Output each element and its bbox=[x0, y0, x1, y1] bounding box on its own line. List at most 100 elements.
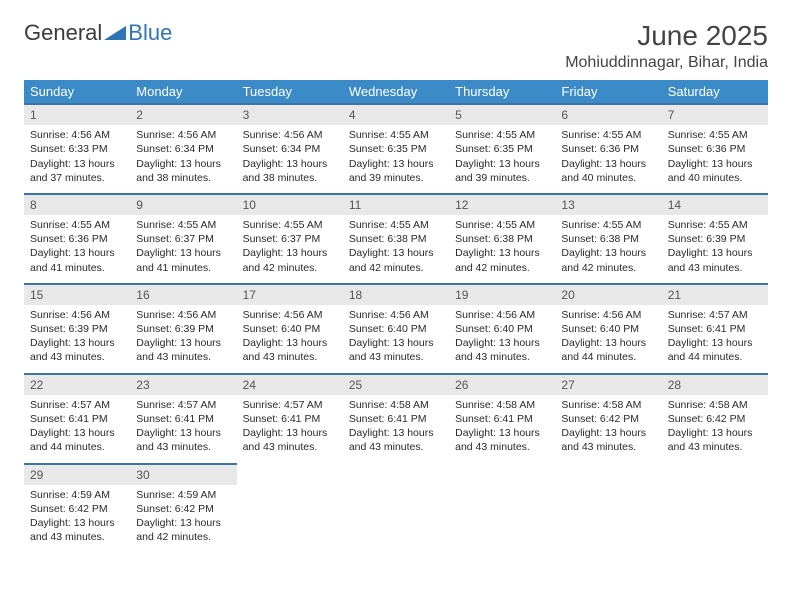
day-number: 23 bbox=[130, 373, 236, 395]
day-number: 9 bbox=[130, 193, 236, 215]
weekday-header-row: Sunday Monday Tuesday Wednesday Thursday… bbox=[24, 80, 768, 103]
calendar-cell: 16Sunrise: 4:56 AMSunset: 6:39 PMDayligh… bbox=[130, 283, 236, 373]
calendar-week-row: 1Sunrise: 4:56 AMSunset: 6:33 PMDaylight… bbox=[24, 103, 768, 193]
day-number: 6 bbox=[555, 103, 661, 125]
day-body: Sunrise: 4:55 AMSunset: 6:36 PMDaylight:… bbox=[555, 125, 661, 193]
day-number: 24 bbox=[237, 373, 343, 395]
day-body: Sunrise: 4:56 AMSunset: 6:34 PMDaylight:… bbox=[237, 125, 343, 193]
calendar-week-row: 29Sunrise: 4:59 AMSunset: 6:42 PMDayligh… bbox=[24, 463, 768, 553]
brand-logo: General Blue bbox=[24, 20, 172, 46]
day-body: Sunrise: 4:55 AMSunset: 6:35 PMDaylight:… bbox=[449, 125, 555, 193]
page-header: General Blue June 2025 Mohiuddinnagar, B… bbox=[24, 20, 768, 72]
calendar-cell: 24Sunrise: 4:57 AMSunset: 6:41 PMDayligh… bbox=[237, 373, 343, 463]
weekday-header: Thursday bbox=[449, 80, 555, 103]
brand-triangle-icon bbox=[104, 20, 126, 46]
day-number: 21 bbox=[662, 283, 768, 305]
day-body: Sunrise: 4:58 AMSunset: 6:41 PMDaylight:… bbox=[343, 395, 449, 463]
day-body: Sunrise: 4:55 AMSunset: 6:37 PMDaylight:… bbox=[130, 215, 236, 283]
title-block: June 2025 Mohiuddinnagar, Bihar, India bbox=[565, 20, 768, 72]
calendar-cell: 19Sunrise: 4:56 AMSunset: 6:40 PMDayligh… bbox=[449, 283, 555, 373]
day-number: 17 bbox=[237, 283, 343, 305]
calendar-cell: 4Sunrise: 4:55 AMSunset: 6:35 PMDaylight… bbox=[343, 103, 449, 193]
day-body: Sunrise: 4:56 AMSunset: 6:40 PMDaylight:… bbox=[555, 305, 661, 373]
day-body: Sunrise: 4:55 AMSunset: 6:38 PMDaylight:… bbox=[343, 215, 449, 283]
day-body: Sunrise: 4:55 AMSunset: 6:35 PMDaylight:… bbox=[343, 125, 449, 193]
calendar-cell: .. bbox=[237, 463, 343, 553]
day-number: 28 bbox=[662, 373, 768, 395]
calendar-table: Sunday Monday Tuesday Wednesday Thursday… bbox=[24, 80, 768, 552]
calendar-cell: 30Sunrise: 4:59 AMSunset: 6:42 PMDayligh… bbox=[130, 463, 236, 553]
day-body: Sunrise: 4:59 AMSunset: 6:42 PMDaylight:… bbox=[130, 485, 236, 553]
calendar-cell: 29Sunrise: 4:59 AMSunset: 6:42 PMDayligh… bbox=[24, 463, 130, 553]
day-body: Sunrise: 4:57 AMSunset: 6:41 PMDaylight:… bbox=[662, 305, 768, 373]
day-number: 16 bbox=[130, 283, 236, 305]
calendar-cell: 2Sunrise: 4:56 AMSunset: 6:34 PMDaylight… bbox=[130, 103, 236, 193]
day-body: Sunrise: 4:56 AMSunset: 6:39 PMDaylight:… bbox=[130, 305, 236, 373]
calendar-cell: 18Sunrise: 4:56 AMSunset: 6:40 PMDayligh… bbox=[343, 283, 449, 373]
day-body: Sunrise: 4:58 AMSunset: 6:42 PMDaylight:… bbox=[555, 395, 661, 463]
calendar-cell: .. bbox=[343, 463, 449, 553]
calendar-cell: 23Sunrise: 4:57 AMSunset: 6:41 PMDayligh… bbox=[130, 373, 236, 463]
brand-part2: Blue bbox=[128, 20, 172, 46]
day-body: Sunrise: 4:56 AMSunset: 6:40 PMDaylight:… bbox=[343, 305, 449, 373]
day-body: Sunrise: 4:56 AMSunset: 6:34 PMDaylight:… bbox=[130, 125, 236, 193]
day-body: Sunrise: 4:58 AMSunset: 6:42 PMDaylight:… bbox=[662, 395, 768, 463]
day-number: 12 bbox=[449, 193, 555, 215]
day-number: 2 bbox=[130, 103, 236, 125]
calendar-cell: 22Sunrise: 4:57 AMSunset: 6:41 PMDayligh… bbox=[24, 373, 130, 463]
weekday-header: Tuesday bbox=[237, 80, 343, 103]
day-number: 18 bbox=[343, 283, 449, 305]
calendar-cell: 6Sunrise: 4:55 AMSunset: 6:36 PMDaylight… bbox=[555, 103, 661, 193]
calendar-cell: 21Sunrise: 4:57 AMSunset: 6:41 PMDayligh… bbox=[662, 283, 768, 373]
day-body: Sunrise: 4:56 AMSunset: 6:39 PMDaylight:… bbox=[24, 305, 130, 373]
calendar-cell: 25Sunrise: 4:58 AMSunset: 6:41 PMDayligh… bbox=[343, 373, 449, 463]
calendar-cell: 11Sunrise: 4:55 AMSunset: 6:38 PMDayligh… bbox=[343, 193, 449, 283]
calendar-week-row: 8Sunrise: 4:55 AMSunset: 6:36 PMDaylight… bbox=[24, 193, 768, 283]
day-number: 20 bbox=[555, 283, 661, 305]
day-body: Sunrise: 4:57 AMSunset: 6:41 PMDaylight:… bbox=[237, 395, 343, 463]
day-number: 5 bbox=[449, 103, 555, 125]
weekday-header: Monday bbox=[130, 80, 236, 103]
day-number: 7 bbox=[662, 103, 768, 125]
weekday-header: Sunday bbox=[24, 80, 130, 103]
calendar-cell: 27Sunrise: 4:58 AMSunset: 6:42 PMDayligh… bbox=[555, 373, 661, 463]
calendar-cell: 20Sunrise: 4:56 AMSunset: 6:40 PMDayligh… bbox=[555, 283, 661, 373]
day-number: 22 bbox=[24, 373, 130, 395]
day-number: 13 bbox=[555, 193, 661, 215]
day-number: 15 bbox=[24, 283, 130, 305]
day-number: 1 bbox=[24, 103, 130, 125]
day-number: 10 bbox=[237, 193, 343, 215]
day-body: Sunrise: 4:55 AMSunset: 6:37 PMDaylight:… bbox=[237, 215, 343, 283]
day-number: 29 bbox=[24, 463, 130, 485]
day-number: 4 bbox=[343, 103, 449, 125]
calendar-cell: 14Sunrise: 4:55 AMSunset: 6:39 PMDayligh… bbox=[662, 193, 768, 283]
day-number: 14 bbox=[662, 193, 768, 215]
day-body: Sunrise: 4:55 AMSunset: 6:38 PMDaylight:… bbox=[449, 215, 555, 283]
day-body: Sunrise: 4:59 AMSunset: 6:42 PMDaylight:… bbox=[24, 485, 130, 553]
calendar-week-row: 15Sunrise: 4:56 AMSunset: 6:39 PMDayligh… bbox=[24, 283, 768, 373]
calendar-cell: 8Sunrise: 4:55 AMSunset: 6:36 PMDaylight… bbox=[24, 193, 130, 283]
day-body: Sunrise: 4:55 AMSunset: 6:39 PMDaylight:… bbox=[662, 215, 768, 283]
day-body: Sunrise: 4:56 AMSunset: 6:33 PMDaylight:… bbox=[24, 125, 130, 193]
day-body: Sunrise: 4:57 AMSunset: 6:41 PMDaylight:… bbox=[24, 395, 130, 463]
day-body: Sunrise: 4:56 AMSunset: 6:40 PMDaylight:… bbox=[449, 305, 555, 373]
calendar-cell: 13Sunrise: 4:55 AMSunset: 6:38 PMDayligh… bbox=[555, 193, 661, 283]
calendar-cell: .. bbox=[449, 463, 555, 553]
day-number: 25 bbox=[343, 373, 449, 395]
calendar-cell: 5Sunrise: 4:55 AMSunset: 6:35 PMDaylight… bbox=[449, 103, 555, 193]
calendar-cell: 17Sunrise: 4:56 AMSunset: 6:40 PMDayligh… bbox=[237, 283, 343, 373]
month-title: June 2025 bbox=[565, 20, 768, 52]
day-number: 8 bbox=[24, 193, 130, 215]
location-label: Mohiuddinnagar, Bihar, India bbox=[565, 54, 768, 72]
calendar-cell: 7Sunrise: 4:55 AMSunset: 6:36 PMDaylight… bbox=[662, 103, 768, 193]
brand-part1: General bbox=[24, 20, 102, 46]
calendar-cell: 12Sunrise: 4:55 AMSunset: 6:38 PMDayligh… bbox=[449, 193, 555, 283]
calendar-cell: 10Sunrise: 4:55 AMSunset: 6:37 PMDayligh… bbox=[237, 193, 343, 283]
day-body: Sunrise: 4:58 AMSunset: 6:41 PMDaylight:… bbox=[449, 395, 555, 463]
calendar-cell: 1Sunrise: 4:56 AMSunset: 6:33 PMDaylight… bbox=[24, 103, 130, 193]
weekday-header: Friday bbox=[555, 80, 661, 103]
day-body: Sunrise: 4:56 AMSunset: 6:40 PMDaylight:… bbox=[237, 305, 343, 373]
day-number: 27 bbox=[555, 373, 661, 395]
day-number: 19 bbox=[449, 283, 555, 305]
weekday-header: Saturday bbox=[662, 80, 768, 103]
